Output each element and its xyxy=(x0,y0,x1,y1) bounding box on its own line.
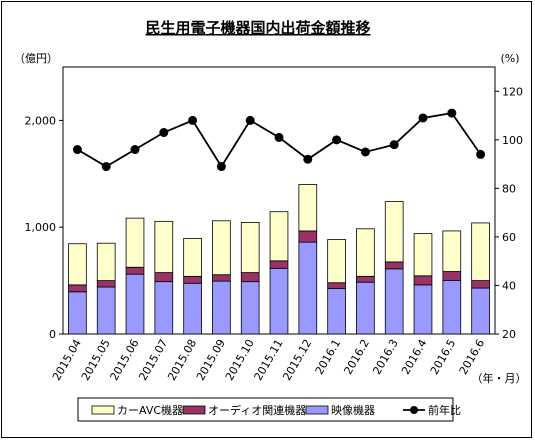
bar-segment xyxy=(356,275,375,283)
y-right-tick-label: 100 xyxy=(502,134,523,147)
y-left-tick-label: 2,000 xyxy=(25,114,57,127)
legend-box xyxy=(77,397,454,422)
bar-segment xyxy=(68,284,87,293)
bar-segment xyxy=(356,281,375,335)
bar-segment xyxy=(154,272,174,283)
legend-swatch xyxy=(305,405,329,415)
bar-segment xyxy=(298,230,318,243)
bar-segment xyxy=(125,266,145,275)
x-tick-label: 2016.3 xyxy=(370,337,401,377)
y-left-tick-label: 0 xyxy=(49,328,56,341)
bar-segment xyxy=(384,261,404,270)
legend-swatch xyxy=(91,405,115,415)
bar-segment xyxy=(413,275,433,286)
legend-marker xyxy=(410,406,418,414)
bar-segment xyxy=(442,271,462,282)
y-left-unit: （億円） xyxy=(14,52,58,65)
bar-segment xyxy=(442,230,462,272)
yoy-point xyxy=(418,113,428,123)
chart-title: 民生用電子機器国内出荷金額推移 xyxy=(145,19,370,37)
legend-label: 前年比 xyxy=(428,403,461,417)
x-unit: （年・月） xyxy=(472,371,527,385)
yoy-point xyxy=(303,154,313,164)
x-tick-label: 2016.2 xyxy=(341,337,372,377)
yoy-point xyxy=(389,140,399,150)
bar-segment xyxy=(384,201,404,263)
bar-segment xyxy=(68,243,87,286)
yoy-point xyxy=(101,162,111,172)
bar-segment xyxy=(183,238,202,277)
bar-segment xyxy=(471,287,490,335)
legend-swatch xyxy=(182,405,206,415)
x-tick-label: 2016.4 xyxy=(399,337,430,377)
yoy-point xyxy=(274,132,284,142)
bar-segment xyxy=(327,239,346,284)
yoy-point xyxy=(332,135,342,145)
bar-segment xyxy=(327,282,346,290)
legend-label: カーAVC機器 xyxy=(117,403,183,417)
yoy-point xyxy=(245,115,255,125)
yoy-point xyxy=(476,149,486,159)
bar-segment xyxy=(442,280,462,335)
bar-segment xyxy=(212,280,231,335)
bar-segment xyxy=(154,281,174,335)
bar-segment xyxy=(413,284,433,335)
bar-segment xyxy=(269,211,289,262)
bar-segment xyxy=(183,282,202,335)
yoy-point xyxy=(72,145,82,155)
x-tick-label: 2016.1 xyxy=(313,337,344,377)
bar-segment xyxy=(96,280,116,288)
y-right-tick-label: 20 xyxy=(502,328,516,341)
bar-segment xyxy=(212,274,231,282)
bar-segment xyxy=(96,242,116,282)
bar-segment xyxy=(68,291,87,335)
y-right-unit: (%) xyxy=(500,52,519,65)
bar-segment xyxy=(298,241,318,335)
yoy-point xyxy=(360,147,370,157)
bar-segment xyxy=(298,184,318,232)
y-right-tick-label: 80 xyxy=(502,182,516,195)
legend-label: 映像機器 xyxy=(331,403,375,417)
x-tick-label: 2016.5 xyxy=(428,337,459,377)
plot-area: 01,0002,000204060801001202015.042015.052… xyxy=(25,66,523,383)
legend-label: オーディオ関連機器 xyxy=(208,403,306,417)
y-right-tick-label: 40 xyxy=(502,279,516,292)
yoy-point xyxy=(447,108,457,118)
bar-segment xyxy=(240,272,260,283)
bar-segment xyxy=(154,220,174,273)
bar-segment xyxy=(269,267,289,335)
bar-segment xyxy=(240,281,260,335)
yoy-point xyxy=(159,128,169,138)
yoy-point xyxy=(130,145,140,155)
yoy-point xyxy=(188,115,198,125)
y-right-tick-label: 60 xyxy=(502,231,516,244)
bar-segment xyxy=(471,280,490,289)
bar-segment xyxy=(356,228,375,277)
y-left-tick-label: 1,000 xyxy=(25,221,57,234)
bar-segment xyxy=(413,233,433,277)
bar-segment xyxy=(384,268,404,335)
bar-segment xyxy=(96,286,116,335)
bar-segment xyxy=(183,275,202,284)
x-tick-label: 2016.6 xyxy=(457,337,488,377)
bar-segment xyxy=(125,273,145,335)
legend: カーAVC機器 オーディオ関連機器 映像機器 前年比 xyxy=(77,397,461,422)
bar-segment xyxy=(125,217,145,268)
x-tick-label: 2015.12 xyxy=(280,337,314,383)
bar-segment xyxy=(327,288,346,335)
bar-segment xyxy=(212,220,231,276)
bar-segment xyxy=(471,222,490,281)
bar-segment xyxy=(240,221,260,273)
yoy-point xyxy=(216,162,226,172)
y-right-tick-label: 120 xyxy=(502,85,523,98)
bar-segment xyxy=(269,260,289,269)
